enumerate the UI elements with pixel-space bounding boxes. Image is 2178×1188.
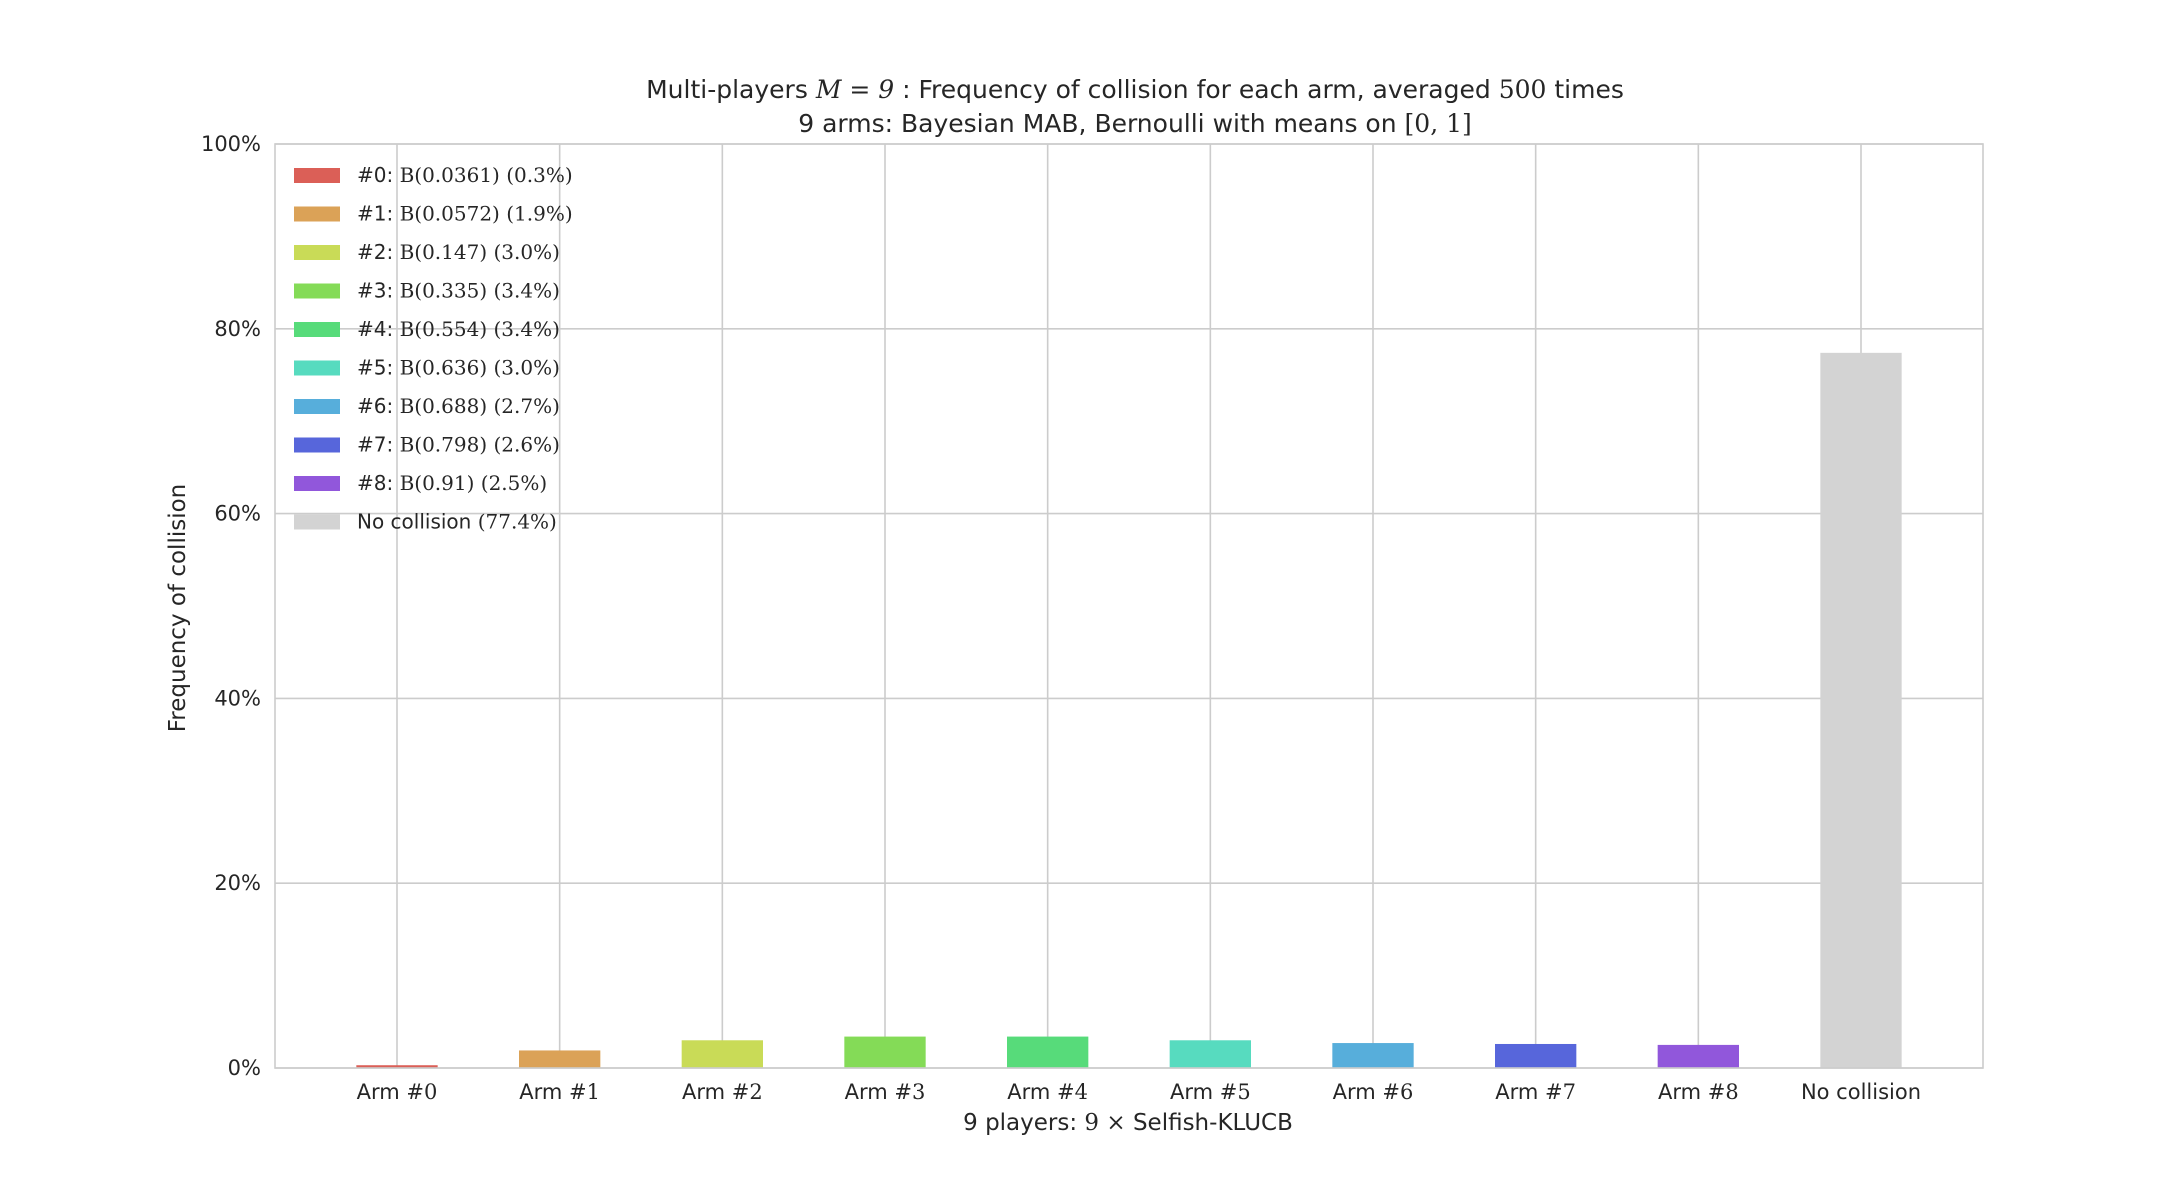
bar-1 xyxy=(519,1050,601,1068)
x-tick-label: Arm #3 xyxy=(845,1080,926,1104)
y-tick-label: 0% xyxy=(228,1056,261,1080)
x-tick-label: Arm #7 xyxy=(1495,1080,1576,1104)
legend-swatch xyxy=(294,206,340,222)
legend-entry-label: #4: B(0.554) (3.4%) xyxy=(357,317,560,341)
bar-8 xyxy=(1657,1044,1739,1068)
legend: #0: B(0.0361) (0.3%) #1: B(0.0572) (1.9%)… xyxy=(294,163,573,534)
legend-entry-label: #3: B(0.335) (3.4%) xyxy=(357,279,560,303)
bar-9 xyxy=(1820,352,1902,1069)
legend-entry-label: #2: B(0.147) (3.0%) xyxy=(357,240,560,264)
y-tick-label: 20% xyxy=(214,871,261,895)
x-tick-label: Arm #5 xyxy=(1170,1080,1251,1104)
legend-swatch xyxy=(294,476,340,491)
legend-swatch xyxy=(294,283,340,299)
y-tick-label: 40% xyxy=(214,686,261,710)
chart-title-line-1: Multi-players M = 9 : Frequency of colli… xyxy=(646,75,1624,104)
legend-entry-label: #6: B(0.688) (2.7%) xyxy=(357,394,560,418)
bar-3 xyxy=(844,1036,926,1068)
bar-5 xyxy=(1169,1040,1251,1068)
bar-0 xyxy=(356,1065,438,1068)
x-tick-label: Arm #0 xyxy=(357,1080,438,1104)
legend-entry-label: #0: B(0.0361) (0.3%) xyxy=(357,163,573,187)
legend-entry-label: No collision (77.4%) xyxy=(357,510,557,534)
chart-title-line-2: 9 arms: Bayesian MAB, Bernoulli with mea… xyxy=(798,109,1472,138)
y-tick-label: 60% xyxy=(214,502,261,526)
legend-swatch xyxy=(294,437,340,453)
legend-swatch xyxy=(294,514,340,530)
x-tick-label: Arm #4 xyxy=(1007,1080,1088,1104)
legend-swatch xyxy=(294,360,340,376)
bar-4 xyxy=(1007,1036,1089,1068)
bars xyxy=(356,352,1902,1069)
bar-2 xyxy=(681,1040,763,1068)
plot-frame xyxy=(274,143,1984,1069)
legend-entry-label: #5: B(0.636) (3.0%) xyxy=(357,356,560,380)
legend-entry-label: #7: B(0.798) (2.6%) xyxy=(357,433,560,457)
x-tick-label: Arm #1 xyxy=(519,1080,600,1104)
x-tick-label: Arm #8 xyxy=(1658,1080,1739,1104)
y-tick-label: 80% xyxy=(214,317,261,341)
y-axis-label: Frequency of collision xyxy=(165,484,191,733)
x-axis-label: 9 players: 9 × Selfish-KLUCB xyxy=(963,1110,1293,1136)
legend-swatch xyxy=(294,322,340,337)
x-tick-label: No collision xyxy=(1801,1080,1921,1104)
y-tick-label: 100% xyxy=(201,132,261,156)
y-tick-labels: 0% 20% 40% 60% 80% 100% xyxy=(201,132,261,1080)
x-tick-label: Arm #2 xyxy=(682,1080,763,1104)
x-tick-label: Arm #6 xyxy=(1333,1080,1414,1104)
bar-6 xyxy=(1332,1043,1414,1068)
bar-7 xyxy=(1495,1043,1577,1068)
x-tick-labels: Arm #0 Arm #1 Arm #2 Arm #3 Arm #4 Arm #5 Arm … xyxy=(357,1080,1921,1104)
legend-swatch xyxy=(294,399,340,414)
legend-entry-label: #8: B(0.91) (2.5%) xyxy=(357,471,547,495)
legend-swatch xyxy=(294,245,340,260)
legend-entry-label: #1: B(0.0572) (1.9%) xyxy=(357,202,573,226)
legend-swatch xyxy=(294,168,340,183)
